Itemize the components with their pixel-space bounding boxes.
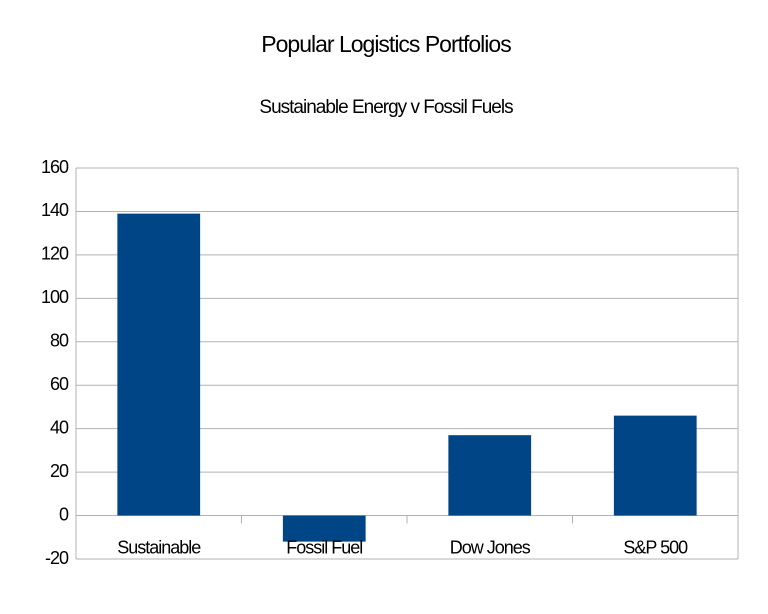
bar — [117, 213, 201, 516]
bar — [613, 415, 697, 516]
y-tick-label: 20 — [50, 461, 69, 481]
y-tick-label: 80 — [50, 331, 69, 351]
chart-title: Popular Logistics Portfolios — [261, 31, 511, 57]
chart-subtitle: Sustainable Energy v Fossil Fuels — [259, 97, 513, 118]
x-tick-label: Fossil Fuel — [286, 537, 362, 557]
y-tick-label: 120 — [41, 244, 69, 264]
x-tick-label: S&P 500 — [623, 537, 688, 557]
y-tick-label: 40 — [50, 417, 69, 437]
bar — [448, 435, 532, 516]
x-tick-label: Sustainable — [117, 537, 201, 557]
y-tick-label: 60 — [50, 374, 69, 394]
y-tick-label: 160 — [41, 157, 69, 177]
x-tick-label: Dow Jones — [450, 537, 531, 557]
y-tick-label: -20 — [45, 548, 69, 568]
y-tick-label: 100 — [41, 287, 69, 307]
y-tick-label: 140 — [41, 200, 69, 220]
y-tick-label: 0 — [59, 504, 69, 524]
bar — [282, 515, 366, 542]
